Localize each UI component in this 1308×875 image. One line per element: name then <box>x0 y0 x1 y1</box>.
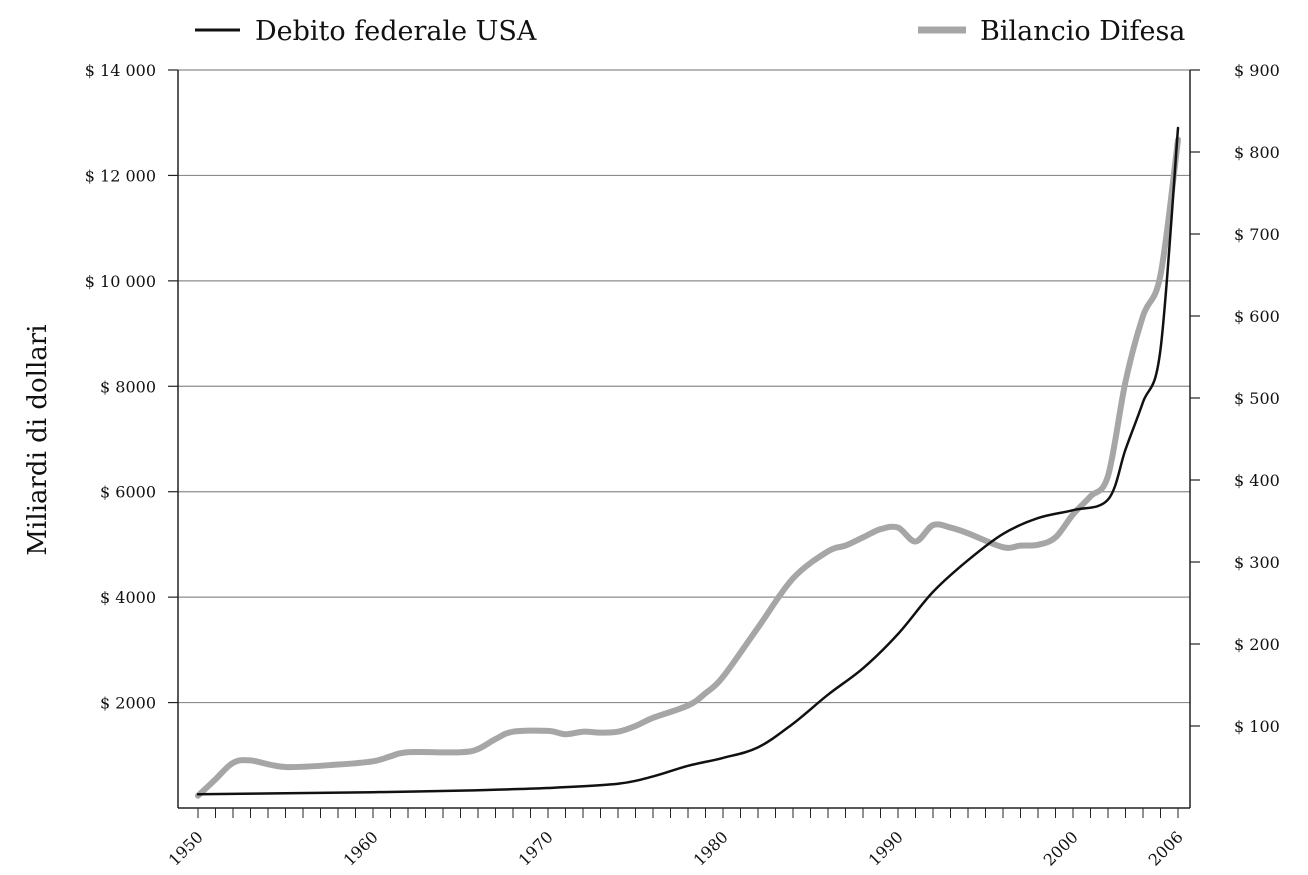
x-axis-ticks: 1950 1960 1970 1980 1990 2000 2006 <box>165 808 1187 870</box>
x-tick-label: 1970 <box>515 827 557 869</box>
x-tick-label: 2000 <box>1040 827 1082 869</box>
legend-label-debito: Debito federale USA <box>255 16 537 47</box>
left-tick-label: $ 2000 <box>100 694 156 713</box>
left-tick-label: $ 14 000 <box>85 61 156 80</box>
legend-label-difesa: Bilancio Difesa <box>980 16 1185 47</box>
right-tick-label: $ 300 <box>1234 553 1280 572</box>
right-tick-label: $ 800 <box>1234 143 1280 162</box>
left-tick-label: $ 10 000 <box>85 272 156 291</box>
left-axis-ticks: $ 2000 $ 4000 $ 6000 $ 8000 $ 10 000 $ 12 000… <box>85 61 178 713</box>
right-tick-label: $ 500 <box>1234 389 1280 408</box>
x-tick-label: 2006 <box>1145 827 1187 869</box>
series-line-debito <box>196 126 1180 796</box>
x-tick-label: 1950 <box>165 827 207 869</box>
series-line-difesa <box>195 136 1181 799</box>
left-tick-label: $ 6000 <box>100 483 156 502</box>
x-tick-label: 1990 <box>865 827 907 869</box>
y-axis-label: Miliardi di dollari <box>23 324 53 555</box>
x-tick-label: 1980 <box>690 827 732 869</box>
x-tick-label: 1960 <box>340 827 382 869</box>
right-tick-label: $ 200 <box>1234 635 1280 654</box>
legend: Debito federale USA Bilancio Difesa <box>195 16 1185 47</box>
left-tick-label: $ 4000 <box>100 588 156 607</box>
right-axis-ticks: $ 100 $ 200 $ 300 $ 400 $ 500 $ 600 $ 700 $ 800… <box>1190 61 1280 736</box>
axes <box>177 70 1191 809</box>
gridlines <box>178 69 1190 704</box>
right-tick-label: $ 700 <box>1234 225 1280 244</box>
series-lines <box>195 126 1181 799</box>
right-tick-label: $ 400 <box>1234 471 1280 490</box>
right-tick-label: $ 100 <box>1234 717 1280 736</box>
left-tick-label: $ 12 000 <box>85 166 156 185</box>
right-tick-label: $ 900 <box>1234 61 1280 80</box>
right-tick-label: $ 600 <box>1234 307 1280 326</box>
left-tick-label: $ 8000 <box>100 377 156 396</box>
